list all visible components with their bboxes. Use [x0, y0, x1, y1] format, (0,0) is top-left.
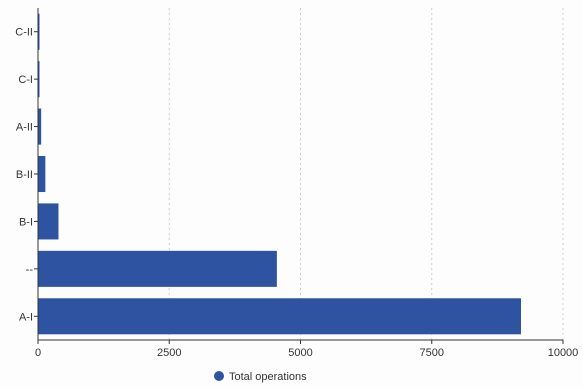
legend-swatch — [214, 371, 224, 381]
y-tick-label: A-II — [16, 122, 33, 134]
bar-c-i — [38, 61, 40, 98]
bar-a-i — [38, 298, 521, 335]
y-tick-label: B-II — [16, 169, 33, 181]
bar-b-ii — [38, 155, 46, 193]
axes — [34, 8, 564, 344]
x-tick-label: 10000 — [548, 347, 579, 359]
x-tick-label: 0 — [35, 347, 41, 359]
bar- — [38, 250, 277, 287]
x-tick-label: 7500 — [420, 347, 444, 359]
bar-c-ii — [38, 13, 40, 50]
y-tick-label: -- — [26, 264, 34, 276]
y-tick-label: C-II — [15, 27, 33, 39]
y-tick-label: A-I — [19, 311, 33, 323]
bars — [38, 13, 521, 335]
bar-a-ii — [38, 108, 42, 145]
bar-b-i — [38, 203, 59, 240]
y-tick-label: C-I — [18, 74, 33, 86]
legend-label: Total operations — [229, 371, 307, 383]
grid-lines — [168, 8, 564, 340]
legend: Total operations — [214, 371, 307, 383]
x-tick-labels: 0 2500 5000 7500 10000 — [35, 347, 578, 359]
x-tick-label: 2500 — [157, 347, 181, 359]
y-tick-label: B-I — [19, 216, 33, 228]
x-tick-label: 5000 — [288, 347, 312, 359]
y-tick-labels: C-II C-I A-II B-II B-I -- A-I — [15, 27, 33, 324]
